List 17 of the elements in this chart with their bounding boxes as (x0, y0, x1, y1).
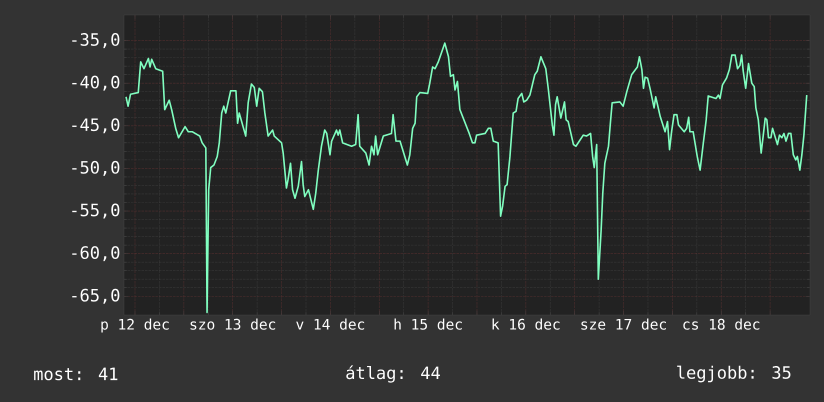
x-tick-label: p 12 dec (101, 318, 169, 333)
y-tick-label: -55,0 (72, 204, 120, 219)
text: átlag: 44 (346, 365, 440, 383)
text: legjobb: 35 (677, 366, 790, 382)
x-tick-label: sze 17 dec (581, 318, 666, 330)
x-tick-label: v 14 dec (296, 318, 364, 330)
text: most: 41 (34, 368, 118, 380)
y-tick-label: -35,0 (72, 33, 120, 48)
y-tick-label: -60,0 (72, 246, 120, 262)
y-tick-label: -45,0 (72, 118, 120, 134)
x-tick-label: szo 13 dec (190, 318, 276, 330)
y-tick-label: -40,0 (72, 76, 120, 91)
x-tick-label: k 16 dec (492, 318, 560, 330)
y-tick-label: -65,0 (72, 288, 120, 304)
x-tick-label: h 15 dec (394, 318, 462, 330)
y-tick-label: -50,0 (72, 160, 120, 176)
x-tick-label: cs 18 dec (683, 318, 760, 330)
